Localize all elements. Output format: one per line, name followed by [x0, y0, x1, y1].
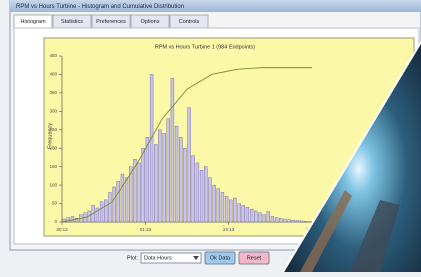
button-label[interactable]: Reset: [247, 255, 262, 261]
histogram-bar: [229, 200, 232, 222]
histogram-bar: [125, 178, 128, 222]
histogram-bar: [263, 215, 266, 222]
histogram-bar: [146, 137, 149, 222]
y-tick-label: 150: [49, 164, 57, 169]
histogram-bar: [300, 221, 303, 222]
histogram-bar: [154, 145, 157, 222]
histogram-bar: [175, 126, 178, 222]
histogram-bar: [179, 137, 182, 222]
histogram-bar: [113, 187, 116, 222]
x-tick-label: 21:13: [140, 227, 152, 232]
button-label[interactable]: Ok Data: [210, 255, 231, 261]
histogram-bar: [108, 192, 111, 222]
histogram-bar: [250, 209, 253, 222]
x-tick-label: 20:13: [56, 227, 68, 232]
select-value[interactable]: Data Hours: [144, 255, 172, 261]
histogram-bar: [242, 205, 245, 222]
y-tick-label: 100: [49, 182, 57, 187]
histogram-bar: [138, 163, 141, 222]
tab-label[interactable]: Options: [141, 19, 160, 25]
histogram-bar: [246, 207, 249, 222]
tab-label[interactable]: Histogram: [20, 19, 45, 25]
histogram-bar: [104, 200, 107, 222]
histogram-bar: [254, 211, 257, 222]
histogram-bar: [188, 108, 191, 222]
histogram-bar: [225, 196, 228, 222]
histogram-bar: [288, 220, 291, 222]
tab-label[interactable]: Preferences: [96, 19, 126, 25]
y-tick-label: 350: [49, 90, 57, 95]
histogram-bar: [71, 216, 74, 222]
histogram-bar: [192, 156, 195, 222]
page: RPM vs Hours Turbine - Histogram and Cum…: [0, 0, 421, 272]
histogram-bar: [233, 198, 236, 222]
y-tick-label: 300: [49, 109, 57, 114]
window-title: RPM vs Hours Turbine - Histogram and Cum…: [16, 4, 184, 10]
histogram-bar: [283, 219, 286, 222]
histogram-bar: [213, 185, 216, 222]
histogram-bar: [196, 163, 199, 222]
tab-label[interactable]: Statistics: [61, 19, 83, 25]
tab-bar: Histogram Statistics Preferences Options Con…: [14, 15, 208, 28]
histogram-bar: [100, 202, 103, 222]
histogram-bar: [267, 212, 270, 222]
x-tick-label: 22:13: [223, 227, 235, 232]
histogram-bar: [121, 174, 124, 222]
histogram-bar: [238, 204, 241, 222]
histogram-bar: [158, 130, 161, 222]
histogram-bar: [208, 178, 211, 222]
histogram-bar: [167, 119, 170, 222]
screen: RPM vs Hours Turbine - Histogram and Cum…: [0, 0, 421, 272]
footer: Plot: Data Hours Ok Data Reset: [127, 252, 269, 264]
footer-label: Plot:: [127, 255, 138, 261]
histogram-bar: [279, 218, 282, 222]
y-tick-label: 200: [49, 145, 57, 150]
histogram-bar: [292, 220, 295, 222]
histogram-bar: [275, 218, 278, 222]
histogram-bar: [304, 221, 307, 222]
histogram-bar: [271, 216, 274, 222]
histogram-bar: [183, 148, 186, 222]
tab-label[interactable]: Controls: [179, 19, 200, 25]
y-tick-label: 400: [49, 72, 57, 77]
y-tick-label: 450: [49, 53, 57, 58]
histogram-bar: [171, 78, 174, 222]
histogram-bar: [117, 181, 120, 222]
histogram-bar: [163, 133, 166, 222]
histogram-bar: [221, 192, 224, 222]
histogram-bar: [204, 167, 207, 222]
histogram-bar: [200, 170, 203, 222]
histogram-bar: [296, 221, 299, 222]
histogram-bar: [217, 189, 220, 222]
y-tick-label: 50: [52, 201, 58, 206]
histogram-bar: [150, 74, 153, 222]
histogram-bar: [258, 213, 261, 222]
chart-title: RPM vs Hours Turbine 1 (984 Endpoints): [155, 44, 255, 50]
histogram-bar: [142, 148, 145, 222]
y-tick-label: 250: [49, 127, 57, 132]
